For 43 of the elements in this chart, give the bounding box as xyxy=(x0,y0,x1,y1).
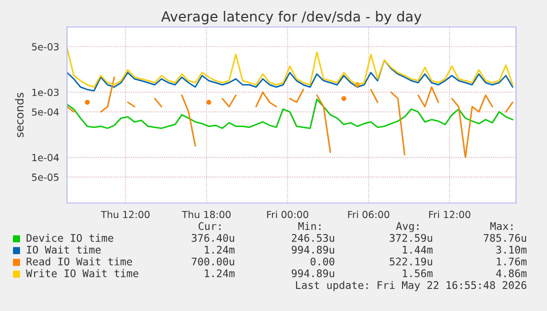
chart-title: Average latency for /dev/sda - by day xyxy=(161,10,422,24)
text: 1.56m xyxy=(402,269,433,278)
y-tick-label: 1e-03 xyxy=(32,88,59,96)
text: Avg: xyxy=(396,222,418,232)
text: 994.89u xyxy=(292,269,334,278)
line-series xyxy=(67,59,514,92)
text: 1.24m xyxy=(204,246,235,254)
y-axis-title: seconds xyxy=(15,92,24,138)
line-series xyxy=(67,98,514,129)
legend-label: IO Wait time xyxy=(27,246,101,254)
text: Max: xyxy=(490,222,512,230)
point xyxy=(206,100,212,105)
text: 700.00u xyxy=(192,258,234,266)
point xyxy=(84,100,90,105)
x-tick-label: Thu 12:00 xyxy=(100,210,150,218)
point xyxy=(341,96,346,101)
text: 246.53u xyxy=(292,234,334,242)
text: 3.10m xyxy=(496,246,527,254)
legend-label: Write IO Wait time xyxy=(26,269,138,278)
text: 1.76m xyxy=(496,258,527,266)
x-tick-label: Fri 12:00 xyxy=(429,210,470,218)
legend-label: Read IO Wait time xyxy=(26,257,132,266)
text: 994.89u xyxy=(292,246,334,254)
x-tick-label: Fri 06:00 xyxy=(348,210,390,218)
text: 4.86m xyxy=(496,269,527,278)
text: 1.44m xyxy=(402,246,433,254)
text: 372.59u xyxy=(390,234,432,242)
y-tick-label: 1e-04 xyxy=(32,154,59,162)
text: 1.24m xyxy=(204,269,235,278)
x-tick-label: Fri 00:00 xyxy=(267,210,308,218)
text: 785.76u xyxy=(484,234,526,242)
text: Min: xyxy=(298,222,320,230)
legend-label: Device IO time xyxy=(26,234,114,242)
y-tick-label: 5e-04 xyxy=(32,108,59,116)
text: 0.00 xyxy=(310,258,334,266)
text: Last update: Fri May 22 16:55:48 2026 xyxy=(296,280,526,292)
y-tick-label: 5e-05 xyxy=(32,174,59,181)
text: Cur: xyxy=(198,222,220,230)
x-tick-label: Thu 18:00 xyxy=(182,210,231,218)
y-tick-label: 5e-03 xyxy=(32,43,59,50)
text: 376.40u xyxy=(192,234,234,242)
text: 522.19u xyxy=(390,258,432,266)
line-series xyxy=(67,47,514,88)
